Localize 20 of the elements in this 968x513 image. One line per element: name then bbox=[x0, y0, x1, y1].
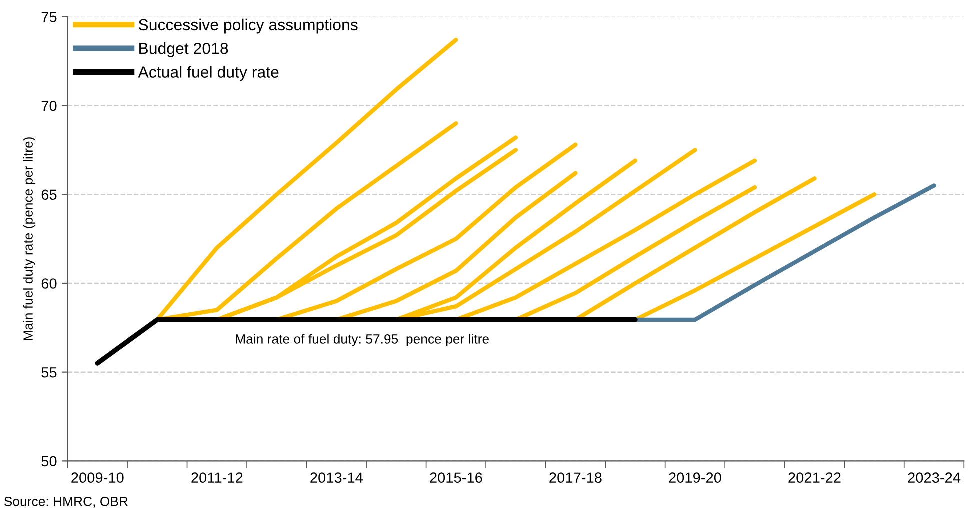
source-note: Source: HMRC, OBR bbox=[4, 496, 128, 508]
y-tick-label: 55 bbox=[42, 368, 57, 378]
y-tick-label: 75 bbox=[42, 12, 57, 22]
y-tick-label: 70 bbox=[42, 100, 57, 112]
y-tick-label: 60 bbox=[42, 278, 57, 289]
x-tick-label: 2009-10 bbox=[72, 472, 124, 484]
x-tick-label: 2015-16 bbox=[430, 472, 482, 484]
legend-label: Budget 2018 bbox=[140, 42, 228, 58]
x-tick-label: 2013-14 bbox=[310, 472, 364, 484]
x-tick-label: 2023-24 bbox=[908, 472, 961, 484]
x-tick-label: 2011-12 bbox=[192, 472, 243, 484]
annotation: Main rate of fuel duty: 57.95 pence per litre bbox=[236, 334, 490, 346]
legend-label: Successive policy assumptions bbox=[138, 18, 358, 34]
x-tick-label: 2021-22 bbox=[788, 472, 841, 484]
y-axis-title: Main fuel duty rate (pence per litre) bbox=[23, 138, 36, 340]
x-tick-label: 2019-20 bbox=[669, 472, 722, 484]
legend-label: Actual fuel duty rate bbox=[138, 66, 279, 82]
x-tick-label: 2017-18 bbox=[550, 472, 602, 484]
y-tick-label: 50 bbox=[42, 456, 57, 467]
y-tick-label: 65 bbox=[42, 190, 57, 200]
